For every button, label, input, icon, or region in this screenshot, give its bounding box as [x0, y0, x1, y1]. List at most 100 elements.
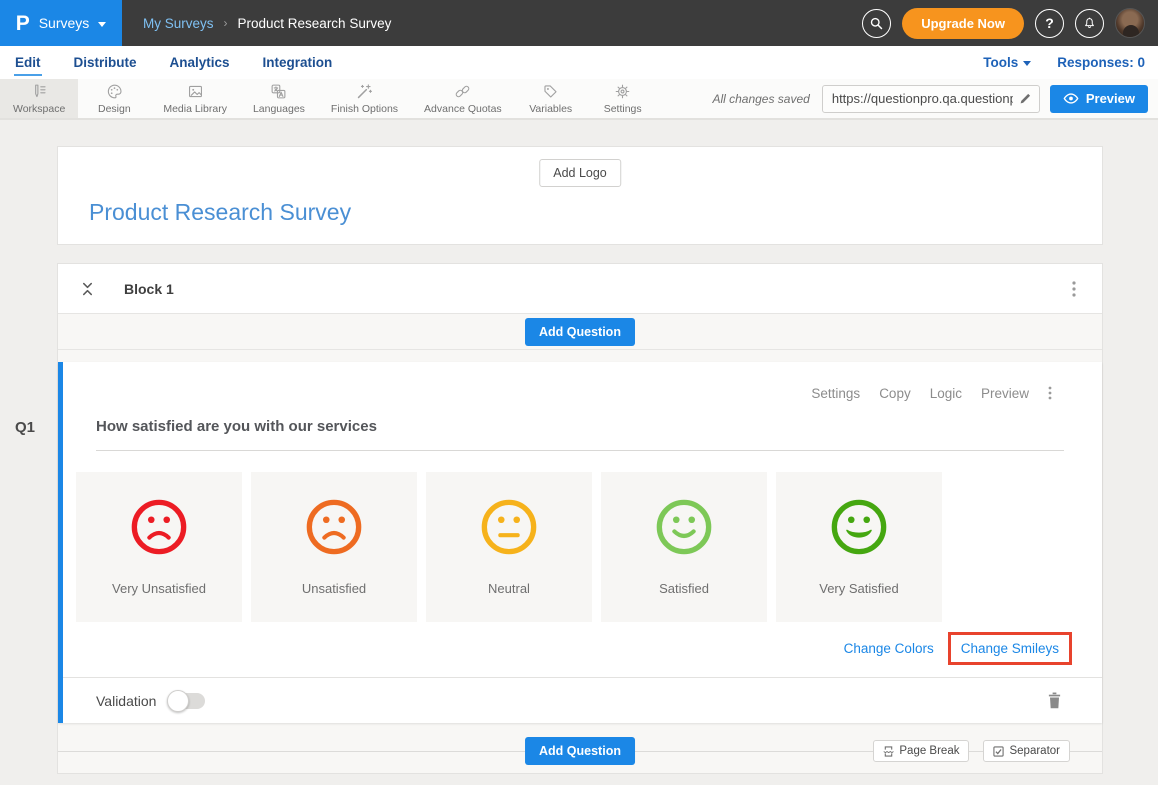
change-smileys-link[interactable]: Change Smileys [961, 641, 1059, 656]
chevron-down-icon [1023, 61, 1031, 66]
change-colors-link[interactable]: Change Colors [844, 641, 934, 656]
image-icon [187, 83, 204, 100]
trash-icon [1047, 692, 1062, 709]
neutral-smiley-icon [480, 498, 538, 556]
checkbox-checked-icon [993, 746, 1004, 757]
search-button[interactable] [862, 9, 891, 38]
frown-smiley-icon [130, 498, 188, 556]
question-logic-link[interactable]: Logic [930, 386, 962, 401]
kebab-menu-icon [1072, 281, 1076, 297]
smile-smiley-icon [655, 498, 713, 556]
breadcrumb: My Surveys › Product Research Survey [143, 16, 391, 31]
responses-link[interactable]: Responses: 0 [1057, 55, 1145, 70]
toolbar-item-design[interactable]: Design [78, 79, 150, 118]
editor-canvas: Add Logo Product Research Survey Block 1… [0, 120, 1158, 774]
toolbar-item-settings[interactable]: Settings [587, 79, 659, 118]
collapse-icon [80, 281, 95, 297]
page-break-button[interactable]: Page Break [873, 740, 969, 762]
tab-integration[interactable]: Integration [262, 49, 334, 76]
tab-distribute[interactable]: Distribute [73, 49, 138, 76]
tab-edit[interactable]: Edit [14, 49, 42, 76]
annotation-highlight-box: Change Smileys [948, 632, 1072, 665]
survey-title[interactable]: Product Research Survey [89, 199, 351, 226]
toolbar-item-advance-quotas[interactable]: Advance Quotas [411, 79, 515, 118]
validation-toggle[interactable] [169, 693, 205, 709]
save-status: All changes saved [712, 92, 809, 106]
bell-icon [1082, 16, 1097, 31]
help-button[interactable]: ? [1035, 9, 1064, 38]
survey-url-input[interactable] [822, 85, 1040, 113]
add-question-strip-top: Add Question [58, 314, 1102, 350]
survey-header-card: Add Logo Product Research Survey [57, 146, 1103, 245]
question-mark-icon: ? [1045, 15, 1054, 31]
toggle-knob [167, 690, 189, 712]
tools-menu[interactable]: Tools [983, 55, 1031, 70]
add-logo-button[interactable]: Add Logo [539, 159, 621, 187]
nav-right: Tools Responses: 0 [983, 55, 1145, 70]
toolbar-item-media-library[interactable]: Media Library [150, 79, 240, 118]
option-unsatisfied[interactable]: Unsatisfied [251, 472, 417, 622]
toolbar-item-label: Variables [529, 103, 572, 115]
workspace-icon [31, 83, 48, 100]
option-label: Very Satisfied [819, 581, 899, 596]
edit-url-button[interactable] [1018, 91, 1033, 106]
separator-button[interactable]: Separator [983, 740, 1070, 762]
block-title[interactable]: Block 1 [124, 281, 174, 297]
breadcrumb-current: Product Research Survey [238, 16, 392, 31]
tab-analytics[interactable]: Analytics [169, 49, 231, 76]
toolbar-item-label: Settings [604, 103, 642, 115]
toolbar-item-label: Design [98, 103, 131, 115]
toolbar-right: All changes saved Preview [712, 79, 1158, 118]
toolbar-item-variables[interactable]: Variables [515, 79, 587, 118]
chevron-down-icon [98, 22, 106, 27]
palette-icon [106, 83, 123, 100]
grin-smiley-icon [830, 498, 888, 556]
block-header: Block 1 [58, 264, 1102, 314]
option-neutral[interactable]: Neutral [426, 472, 592, 622]
toolbar-item-label: Languages [253, 103, 305, 115]
app-logo[interactable]: P Surveys [0, 0, 122, 46]
delete-question-button[interactable] [1047, 692, 1062, 709]
eye-icon [1063, 92, 1079, 105]
survey-url-wrap [822, 85, 1040, 113]
collapse-block-button[interactable] [80, 281, 95, 297]
breadcrumb-parent[interactable]: My Surveys [143, 16, 214, 31]
brand-label: Surveys [39, 15, 90, 31]
topbar-actions: Upgrade Now ? [862, 8, 1158, 39]
question-preview-link[interactable]: Preview [981, 386, 1029, 401]
question-settings-link[interactable]: Settings [811, 386, 860, 401]
pencil-icon [1018, 91, 1033, 106]
question-copy-link[interactable]: Copy [879, 386, 911, 401]
separator-label: Separator [1009, 745, 1060, 757]
magic-wand-icon [356, 83, 373, 100]
question-card: Settings Copy Logic Preview How satisfie… [58, 362, 1102, 723]
top-bar: P Surveys My Surveys › Product Research … [0, 0, 1158, 46]
question-title[interactable]: How satisfied are you with our services [96, 418, 1064, 451]
gear-icon [614, 83, 631, 100]
smiley-scale: Very Unsatisfied Unsatisfied Neutral Sat… [76, 472, 1102, 622]
add-question-button-top[interactable]: Add Question [525, 318, 635, 346]
page-break-icon [883, 746, 894, 757]
option-very-satisfied[interactable]: Very Satisfied [776, 472, 942, 622]
option-label: Satisfied [659, 581, 709, 596]
user-avatar[interactable] [1115, 8, 1145, 38]
option-very-unsatisfied[interactable]: Very Unsatisfied [76, 472, 242, 622]
toolbar-item-workspace[interactable]: Workspace [0, 79, 78, 118]
tag-icon [542, 83, 559, 100]
tools-label: Tools [983, 55, 1018, 70]
notifications-button[interactable] [1075, 9, 1104, 38]
toolbar-item-languages[interactable]: Languages [240, 79, 318, 118]
toolbar-item-label: Workspace [13, 103, 65, 115]
translate-icon [270, 83, 287, 100]
upgrade-now-button[interactable]: Upgrade Now [902, 8, 1024, 39]
footer-tools: Page Break Separator [873, 740, 1070, 762]
preview-button[interactable]: Preview [1050, 85, 1148, 113]
breadcrumb-separator-icon: › [224, 16, 228, 30]
toolbar-item-finish-options[interactable]: Finish Options [318, 79, 411, 118]
block-menu-button[interactable] [1066, 277, 1082, 301]
question-menu-button[interactable] [1042, 382, 1058, 404]
add-question-button-bottom[interactable]: Add Question [525, 737, 635, 765]
option-satisfied[interactable]: Satisfied [601, 472, 767, 622]
option-label: Neutral [488, 581, 530, 596]
validation-label: Validation [96, 693, 156, 709]
